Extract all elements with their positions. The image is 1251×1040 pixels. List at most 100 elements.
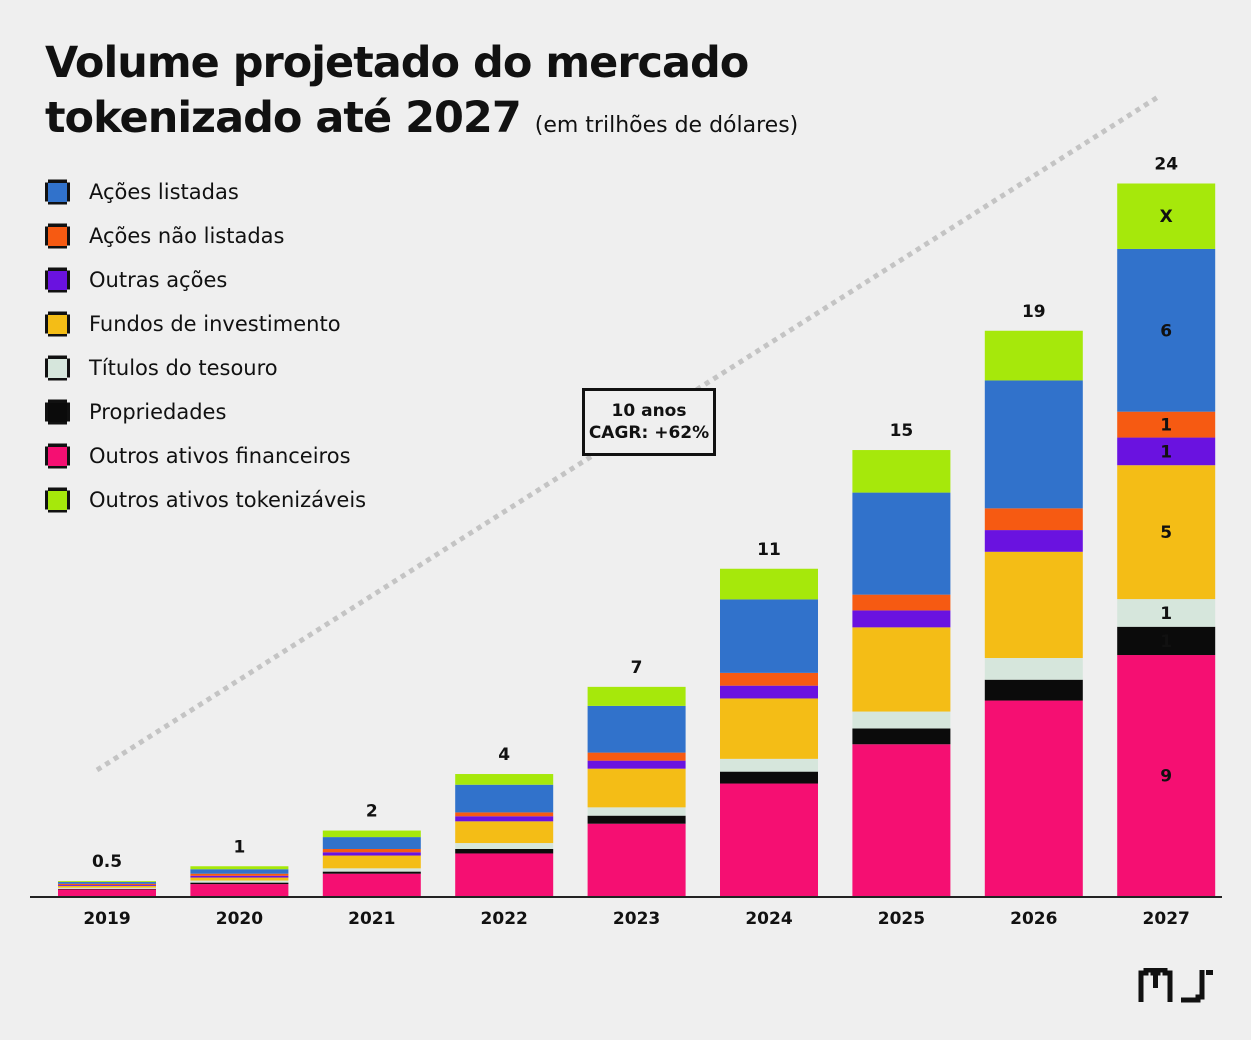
bar-segment [587, 705, 686, 753]
bar-segment [587, 768, 686, 808]
bar-segment [720, 771, 818, 784]
legend-label: Outras ações [89, 268, 228, 292]
bar-segment [984, 530, 1083, 552]
bar-segment [720, 672, 818, 686]
total-label: 0.5 [92, 852, 122, 872]
segment-label: 9 [1160, 767, 1172, 787]
legend-item: Títulos do tesouro [45, 346, 366, 390]
title-line-1: Volume projetado do mercado [45, 38, 749, 88]
bar-segment [58, 883, 156, 885]
bar-segment [455, 812, 554, 817]
chart-title: Volume projetado do mercado tokenizado a… [45, 36, 798, 153]
bar-segment [322, 855, 421, 869]
bar-segment [455, 821, 554, 844]
bar-segment [190, 884, 289, 896]
legend-swatch [45, 224, 70, 249]
segment-label: 1 [1160, 416, 1172, 436]
bar-segment [455, 816, 554, 822]
total-label: 11 [757, 540, 781, 560]
bar-segment [455, 843, 554, 849]
bar-segment [587, 760, 686, 769]
bar-segment [720, 599, 818, 673]
bar-segment [58, 882, 156, 884]
legend-label: Ações listadas [89, 180, 239, 204]
x-tick-label: 2020 [216, 909, 263, 929]
bar-segment [58, 884, 156, 886]
bar-segment [720, 783, 818, 896]
bar-segment [852, 627, 951, 712]
segment-label: 1 [1160, 604, 1172, 624]
bar-segment [984, 679, 1083, 701]
bar-segment [720, 568, 818, 600]
bar-segment [984, 658, 1083, 680]
x-tick-label: 2026 [1010, 909, 1057, 929]
x-tick-label: 2022 [481, 909, 528, 929]
bar-segment [1117, 599, 1216, 627]
legend-label: Outros ativos tokenizáveis [89, 488, 367, 512]
bar-segment [455, 774, 554, 785]
bar-segment [852, 450, 951, 493]
bar-segment [1117, 183, 1216, 249]
legend-item: Outros ativos tokenizáveis [45, 478, 366, 522]
legend-swatch [45, 400, 70, 425]
legend-swatch [45, 180, 70, 205]
legend-swatch [45, 312, 70, 337]
legend-swatch [45, 268, 70, 293]
legend-item: Ações listadas [45, 170, 366, 214]
bar-segment [58, 889, 156, 896]
bar-segment [322, 871, 421, 874]
bar-segment [984, 380, 1083, 509]
bar-segment [852, 492, 951, 595]
mj-logo: MJ [1138, 968, 1213, 1003]
bar-segment [455, 853, 554, 896]
x-tick-label: 2025 [878, 909, 925, 929]
bar-segment [322, 848, 421, 853]
legend-label: Ações não listadas [89, 224, 285, 248]
bar-segment [1117, 626, 1216, 656]
legend: Ações listadas Ações não listadas Outras… [45, 170, 366, 522]
bar-segment [58, 881, 156, 883]
x-tick-label: 2024 [745, 909, 792, 929]
x-tick-label: 2023 [613, 909, 660, 929]
bar-segment [720, 685, 818, 699]
bar-segment [587, 807, 686, 816]
bar-segment [852, 728, 951, 745]
legend-swatch [45, 356, 70, 381]
bar-segment [190, 869, 289, 874]
bar-segment [984, 330, 1083, 381]
cagr-line-2: CAGR: +62% [588, 423, 710, 443]
legend-swatch [45, 444, 70, 469]
bar-segment [1117, 248, 1216, 412]
bar-segment [190, 866, 289, 870]
bar-segment [587, 823, 686, 896]
bar-segment [1117, 655, 1216, 896]
bar-segment [852, 610, 951, 628]
legend-item: Outros ativos financeiros [45, 434, 366, 478]
bar-segment [322, 873, 421, 896]
bar-segment [190, 882, 289, 885]
bar-segment [587, 752, 686, 761]
legend-label: Propriedades [89, 400, 227, 424]
bar-segment [720, 698, 818, 759]
legend-item: Outras ações [45, 258, 366, 302]
segment-label: X [1160, 207, 1173, 227]
x-tick-label: 2027 [1143, 909, 1190, 929]
bar-segment [58, 888, 156, 890]
bar-segment [984, 551, 1083, 658]
bar-segment [455, 848, 554, 854]
cagr-line-1: 10 anos [611, 401, 687, 421]
bar-segment [587, 815, 686, 824]
total-label: 24 [1154, 154, 1178, 174]
segment-label: 5 [1160, 523, 1172, 543]
legend-label: Fundos de investimento [89, 312, 341, 336]
bar-segment [58, 885, 156, 888]
legend-swatch [45, 488, 70, 513]
bar-segment [322, 830, 421, 838]
bar-segment [852, 594, 951, 611]
title-line-2: tokenizado até 2027 [45, 93, 522, 143]
total-label: 15 [890, 421, 914, 441]
bar-segment [190, 877, 289, 881]
bar-segment [720, 758, 818, 772]
bar-segment [190, 880, 289, 883]
